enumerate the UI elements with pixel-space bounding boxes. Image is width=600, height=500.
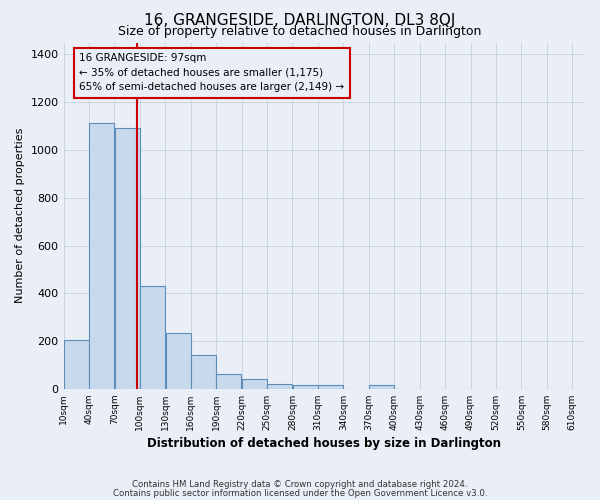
Bar [115, 128, 140, 389]
Text: Size of property relative to detached houses in Darlington: Size of property relative to detached ho… [118, 25, 482, 38]
Bar [64, 340, 89, 389]
Bar [191, 356, 216, 389]
Text: Contains HM Land Registry data © Crown copyright and database right 2024.: Contains HM Land Registry data © Crown c… [132, 480, 468, 489]
Bar [293, 385, 317, 389]
Bar [217, 374, 241, 389]
Bar [166, 332, 191, 389]
Text: Contains public sector information licensed under the Open Government Licence v3: Contains public sector information licen… [113, 489, 487, 498]
Bar [242, 380, 267, 389]
Y-axis label: Number of detached properties: Number of detached properties [15, 128, 25, 304]
Bar [267, 384, 292, 389]
Bar [89, 122, 114, 389]
X-axis label: Distribution of detached houses by size in Darlington: Distribution of detached houses by size … [147, 437, 501, 450]
Bar [140, 286, 165, 389]
Bar [369, 385, 394, 389]
Bar [318, 385, 343, 389]
Text: 16 GRANGESIDE: 97sqm
← 35% of detached houses are smaller (1,175)
65% of semi-de: 16 GRANGESIDE: 97sqm ← 35% of detached h… [79, 53, 344, 92]
Text: 16, GRANGESIDE, DARLINGTON, DL3 8QJ: 16, GRANGESIDE, DARLINGTON, DL3 8QJ [145, 12, 455, 28]
